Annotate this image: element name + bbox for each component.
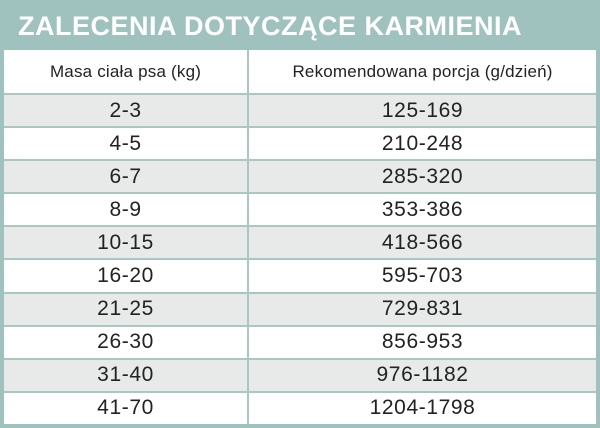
column-header-weight: Masa ciała psa (kg) — [4, 50, 250, 93]
title-band: ZALECENIA DOTYCZĄCE KARMIENIA — [0, 0, 600, 50]
portion-cell: 729-831 — [381, 297, 464, 321]
table-row: 21-25 729-831 — [4, 291, 596, 325]
weight-cell: 2-3 — [4, 95, 250, 127]
table-row: 26-30 856-953 — [4, 324, 596, 358]
portion-cell: 856-953 — [381, 330, 464, 354]
weight-cell: 26-30 — [4, 326, 250, 358]
column-header-portion: Rekomendowana porcja (g/dzień) — [292, 61, 553, 81]
page-title: ZALECENIA DOTYCZĄCE KARMIENIA — [18, 10, 522, 41]
table-row: 31-40 976-1182 — [4, 357, 596, 391]
table-row: 4-5 210-248 — [4, 126, 596, 160]
table-row: 16-20 595-703 — [4, 258, 596, 292]
table-row: 41-70 1204-1798 — [4, 390, 596, 424]
portion-cell: 353-386 — [381, 197, 464, 221]
portion-cell: 1204-1798 — [369, 396, 476, 420]
weight-cell: 21-25 — [4, 293, 250, 325]
feeding-table: Masa ciała psa (kg) Rekomendowana porcja… — [4, 50, 596, 424]
table-row: 8-9 353-386 — [4, 192, 596, 226]
weight-cell: 41-70 — [4, 392, 250, 424]
portion-cell: 210-248 — [381, 131, 464, 155]
table-row: 10-15 418-566 — [4, 225, 596, 259]
weight-cell: 31-40 — [4, 359, 250, 391]
weight-cell: 10-15 — [4, 227, 250, 259]
portion-cell: 285-320 — [381, 164, 464, 188]
table-row: 6-7 285-320 — [4, 159, 596, 193]
table-row: 2-3 125-169 — [4, 93, 596, 127]
portion-cell: 976-1182 — [376, 363, 469, 387]
portion-cell: 418-566 — [381, 230, 464, 254]
table-body: 2-3 125-169 4-5 210-248 6-7 285-320 8-9 … — [4, 93, 596, 424]
weight-cell: 6-7 — [4, 161, 250, 193]
portion-cell: 595-703 — [381, 264, 464, 288]
portion-cell: 125-169 — [381, 98, 464, 122]
weight-cell: 4-5 — [4, 128, 250, 160]
table-header-row: Masa ciała psa (kg) Rekomendowana porcja… — [4, 50, 596, 93]
weight-cell: 8-9 — [4, 194, 250, 226]
weight-cell: 16-20 — [4, 260, 250, 292]
